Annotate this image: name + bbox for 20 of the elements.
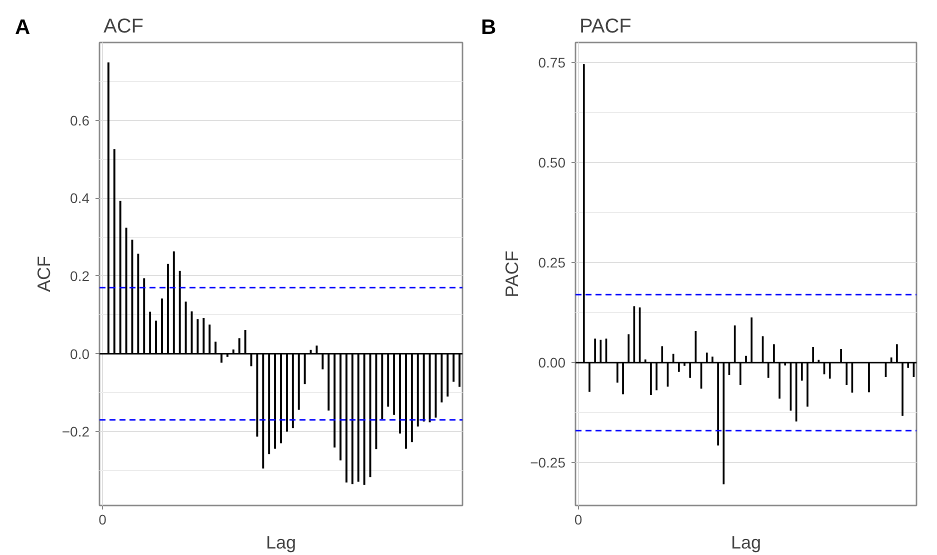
x-axis-title: Lag xyxy=(730,532,762,552)
y-tick-label: 0.00 xyxy=(538,354,566,371)
chart-title: ACF xyxy=(104,16,144,38)
x-axis-title: Lag xyxy=(266,532,296,552)
chart-title: PACF xyxy=(580,16,632,38)
y-tick-label: 0.6 xyxy=(70,112,90,128)
y-axis-title: PACF xyxy=(502,250,522,298)
y-axis-title: ACF xyxy=(34,256,54,292)
y-tick-label: 0.75 xyxy=(538,54,566,71)
y-tick-label: −0.25 xyxy=(530,454,566,471)
y-tick-label: −0.2 xyxy=(62,424,90,440)
y-tick-label: 0.0 xyxy=(70,346,90,362)
text: A xyxy=(15,15,30,41)
y-tick-label: 0.4 xyxy=(70,190,90,206)
x-tick-label: 0 xyxy=(98,512,107,528)
y-tick-label: 0.50 xyxy=(538,154,566,171)
y-tick-label: 0.25 xyxy=(538,254,566,271)
text: B xyxy=(481,15,496,41)
y-tick-label: 0.2 xyxy=(70,268,90,284)
x-tick-label: 0 xyxy=(574,512,582,528)
